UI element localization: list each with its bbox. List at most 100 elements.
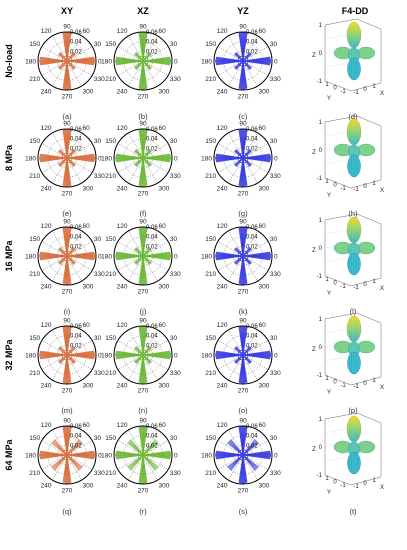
surface-frame-edge [324,80,352,92]
surface-z-tick: 1 [319,120,323,126]
surface-y-tick: 0 [333,380,337,386]
polar-angle-label: 180 [101,352,112,359]
polar-angle-label: 150 [105,435,116,442]
polar-angle-label: 240 [117,186,128,193]
polar-angle-label: 270 [238,93,249,100]
surface-frame-edge [356,213,382,225]
polar-angle-label: 120 [217,28,228,35]
polar-angle-label: 0 [274,452,278,459]
polar-plot: 90603003303002702402101801501200.020.040… [25,417,105,494]
polar-data-line [66,350,95,356]
polar-angle-label: 120 [217,322,228,329]
polar-data-line [40,157,68,163]
surface-grid-line [324,227,358,235]
polar-data-line [116,60,144,66]
polar-angle-label: 300 [259,383,270,390]
polar-data-line [142,149,150,159]
polar-data-line [58,151,68,159]
polar-boundary [37,31,97,91]
polar-angle-label: 270 [62,190,73,197]
polar-angle-label: 300 [83,284,94,291]
polar-data-core [61,55,73,67]
polar-angle-label: 180 [25,352,36,359]
polar-data-line [116,157,144,163]
polar-data-line [234,151,244,159]
polar-angle-label: 270 [238,487,249,494]
polar-angle-label: 90 [239,23,247,30]
polar-data-line [227,442,244,456]
polar-data-line [136,60,144,70]
polar-data-line [242,149,250,159]
polar-data-line [142,354,152,362]
polar-data-core [64,352,70,358]
surface-z-axis-label: Z [312,347,316,353]
surface-z-tick: -1 [317,176,323,182]
polar-boundary [113,31,173,91]
surface-z-axis-label: Z [312,447,316,453]
polar-radial-label: 0.02 [246,146,258,152]
polar-data-line [242,52,250,62]
polar-angle-label: 120 [217,422,228,429]
polar-data-line [60,354,68,364]
polar-angle-label: 210 [29,76,40,83]
surface-frame-edge [324,374,352,386]
polar-angle-label: 210 [205,173,216,180]
polar-plot: 90603003303002702402101801501200.020.040… [201,218,281,295]
surface-frame-edge [324,312,358,320]
polar-angle-label: 30 [94,236,102,243]
polar-angle-label: 180 [201,58,212,65]
polar-data-core [61,449,73,461]
polar-data-core [237,152,249,164]
polar-data-line [242,354,252,362]
polar-radial-label: 0.06 [146,225,158,231]
surface-z-tick: -1 [317,473,323,479]
polar-radial-label: 0.02 [70,244,82,250]
polar-radial-label: 0.04 [70,137,82,143]
polar-radial-label: 0.06 [146,324,158,330]
polar-angle-label: 210 [105,76,116,83]
surface-grid-line [324,129,358,137]
surface-y-tick: 1 [325,476,329,482]
polar-angle-label: 330 [170,470,181,477]
surface-y-axis-label: Y [327,490,331,496]
polar-data-line [142,157,152,165]
row-header: 16 MPa [4,240,14,272]
polar-angle-label: 60 [83,28,91,35]
polar-angle-label: 90 [139,120,147,127]
polar-angle-label: 60 [259,28,267,35]
polar-radial-label: 0.02 [146,146,158,152]
polar-angle-label: 0 [274,58,278,65]
polar-angle-label: 30 [270,335,278,342]
polar-angle-label: 120 [41,125,52,132]
polar-angle-label: 150 [205,138,216,145]
polar-angle-label: 270 [238,288,249,295]
surface-y-tick: -1 [340,383,346,389]
polar-angle-label: 300 [259,483,270,490]
polar-angle-label: 150 [105,335,116,342]
polar-angle-label: 240 [117,284,128,291]
panel-caption: (t) [349,507,357,516]
polar-angle-label: 210 [29,173,40,180]
panel-caption: (j) [140,307,147,316]
polar-angle-label: 300 [159,89,170,96]
panel-caption: (c) [239,112,248,121]
panel-caption: (r) [139,507,147,516]
polar-angle-label: 120 [217,125,228,132]
surface-z-axis-label: Z [312,248,316,254]
polar-data-line [142,450,171,456]
polar-angle-label: 60 [159,125,167,132]
surface-y-tick: 0 [333,281,337,287]
surface-y-tick: -1 [340,483,346,489]
polar-data-line [136,157,144,167]
row-header: 64 MPa [4,439,14,471]
panel-caption: (p) [348,406,358,415]
surface-frame-edge [356,312,382,324]
polar-radial-label: 0.06 [246,127,258,133]
polar-angle-label: 90 [239,218,247,225]
polar-plot: 90603003303002702402101801501200.020.040… [25,218,105,295]
polar-data-line [66,149,74,159]
polar-angle-label: 240 [117,383,128,390]
polar-data-core [137,349,149,361]
polar-angle-label: 120 [117,422,128,429]
